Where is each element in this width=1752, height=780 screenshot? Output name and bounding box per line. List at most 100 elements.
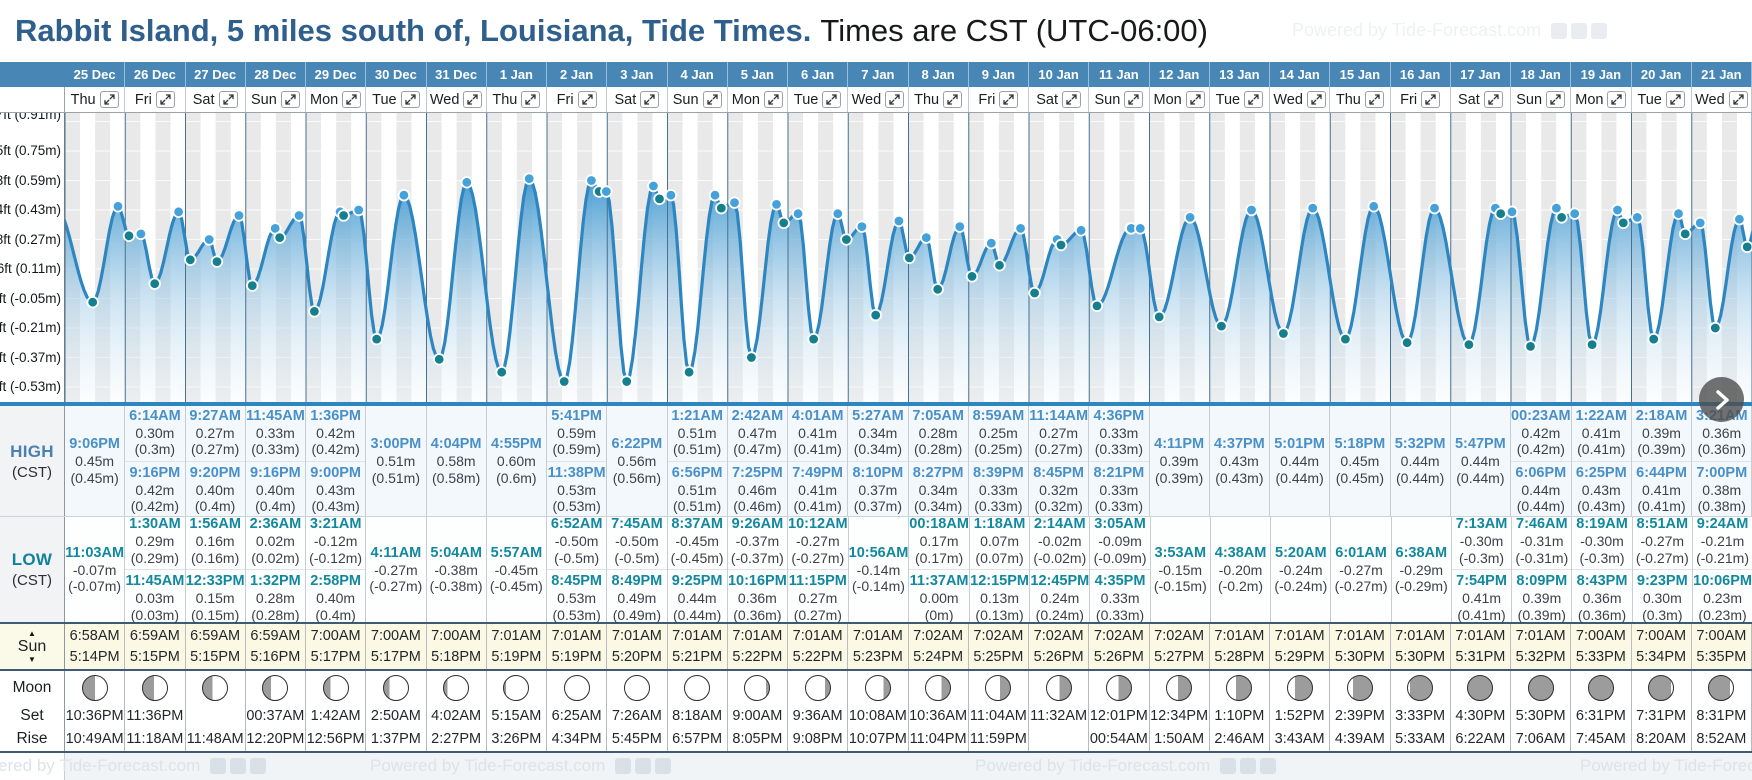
sun-times-cell: 7:01AM 5:22PM <box>727 624 788 669</box>
sunset-time: 5:31PM <box>1455 648 1506 665</box>
date-cell: 2 Jan <box>547 62 608 87</box>
tide-entry: 8:10PM 0.37m (0.37m) <box>848 460 908 518</box>
sun-times-cell: 7:01AM 5:19PM <box>486 624 547 669</box>
moon-cell: 9:36AM 9:08PM <box>788 671 849 751</box>
tide-entry: 8:49PM 0.49m (0.49m) <box>607 569 667 626</box>
expand-day-button[interactable] <box>463 91 483 108</box>
date-cell: 4 Jan <box>668 62 728 87</box>
day-cell: Wed <box>1270 87 1331 112</box>
tide-entry: 8:09PM 0.39m (0.39m) <box>1512 569 1572 626</box>
moon-rise-time: 9:08PM <box>792 731 843 748</box>
expand-icon <box>644 94 655 105</box>
expand-day-button[interactable] <box>1306 91 1326 108</box>
tide-height-alt: (0.44m) <box>673 606 722 623</box>
date-cell: 19 Jan <box>1571 62 1632 87</box>
moon-phase-icon <box>1346 674 1373 701</box>
day-cell: Wed <box>1692 87 1752 112</box>
day-cell: Mon <box>1150 87 1210 112</box>
expand-day-button[interactable] <box>1062 91 1081 108</box>
expand-day-button[interactable] <box>999 91 1019 108</box>
tide-entry: 7:46AM -0.31m (-0.31m) <box>1512 513 1571 569</box>
expand-day-button[interactable] <box>577 91 597 108</box>
tide-time: 9:26AM <box>731 516 784 532</box>
tide-height-alt: (0.32m) <box>1034 498 1083 514</box>
tide-height-m: 0.43m <box>1581 481 1621 498</box>
tide-time: 8:59AM <box>972 407 1025 424</box>
tide-height-alt: (0.15m) <box>191 606 240 623</box>
tide-time: 6:56PM <box>671 464 723 481</box>
moon-rise-time: 7:45AM <box>1575 731 1626 748</box>
tide-height-m: -0.45m <box>675 533 719 549</box>
tide-time: 8:51AM <box>1636 516 1689 532</box>
tide-time: 1:22AM <box>1575 407 1628 424</box>
moon-rise-time: 4:34PM <box>551 731 602 748</box>
expand-day-button[interactable] <box>1364 91 1384 108</box>
expand-day-button[interactable] <box>702 91 722 108</box>
moon-phase-icon <box>864 674 891 701</box>
next-period-button[interactable] <box>1699 377 1744 422</box>
tide-height-m: -0.27m <box>796 533 840 549</box>
day-cell: Tue <box>366 87 427 112</box>
expand-day-button[interactable] <box>1244 91 1264 108</box>
tide-time: 2:14AM <box>1034 516 1086 532</box>
expand-day-button[interactable] <box>1607 91 1627 108</box>
moon-set-time: 5:30PM <box>1515 707 1566 724</box>
tide-height-m: 0.32m <box>1039 481 1079 498</box>
expand-day-button[interactable] <box>99 91 119 108</box>
day-abbrev: Wed <box>1273 91 1303 108</box>
expand-icon <box>1311 94 1322 105</box>
expand-day-button[interactable] <box>1546 91 1566 108</box>
expand-day-button[interactable] <box>218 91 238 108</box>
title-bar: Rabbit Island, 5 miles south of, Louisia… <box>0 0 1752 62</box>
expand-day-button[interactable] <box>885 91 905 108</box>
moon-row: Moon Set Rise 10:36PM 10:49AM 11:36PM 11:18… <box>0 671 1752 753</box>
tide-entry: 8:21PM 0.33m (0.33m) <box>1089 460 1149 518</box>
moon-set-time: 7:31PM <box>1636 707 1687 724</box>
expand-day-button[interactable] <box>1185 91 1205 108</box>
tide-height-m: -0.37m <box>735 533 780 549</box>
day-abbrev: Mon <box>1575 91 1604 108</box>
expand-day-button[interactable] <box>1483 91 1503 108</box>
tide-time: 4:37PM <box>1213 436 1265 452</box>
tide-time: 7:25PM <box>731 464 783 481</box>
tide-time: 5:47PM <box>1454 436 1506 452</box>
tide-time: 6:22PM <box>611 436 663 452</box>
expand-day-button[interactable] <box>1421 91 1441 108</box>
expand-day-button[interactable] <box>155 91 175 108</box>
date-cell: 12 Jan <box>1150 62 1210 87</box>
moon-phase-icon <box>1045 674 1072 701</box>
moon-cell: 9:00AM 8:05PM <box>727 671 788 751</box>
high-tide-cell: 9:06PM 0.45m (0.45m) <box>65 406 126 516</box>
expand-day-button[interactable] <box>763 91 783 108</box>
expand-day-button[interactable] <box>280 91 300 108</box>
expand-day-button[interactable] <box>1728 91 1748 108</box>
tide-time: 7:54PM <box>1456 573 1507 589</box>
sun-times-cell: 6:58AM 5:14PM <box>65 624 126 669</box>
expand-day-button[interactable] <box>342 91 362 108</box>
tide-time: 9:16PM <box>129 464 181 481</box>
expand-day-button[interactable] <box>1665 91 1685 108</box>
date-cell: 30 Dec <box>366 62 427 87</box>
expand-icon <box>103 94 115 105</box>
tide-height-alt: (0.33m) <box>1094 441 1143 457</box>
expand-day-button[interactable] <box>640 91 660 108</box>
tide-entry: 5:41PM 0.59m (0.59m) <box>547 405 606 461</box>
tide-entry: 4:36PM 0.33m (0.33m) <box>1089 405 1148 461</box>
expand-day-button[interactable] <box>400 91 420 108</box>
tide-time: 11:37AM <box>909 573 969 589</box>
expand-day-button[interactable] <box>822 91 842 108</box>
watermark-icon <box>635 758 652 774</box>
day-abbrev: Sun <box>1094 91 1121 108</box>
expand-day-button[interactable] <box>943 91 963 108</box>
moon-rise-time: 11:18AM <box>126 731 184 748</box>
tide-entry: 6:06PM 0.44m (0.44m) <box>1511 460 1571 518</box>
sunrise-time: 7:02AM <box>1093 627 1144 644</box>
date-cell: 14 Jan <box>1270 62 1331 87</box>
sunrise-time: 7:01AM <box>1455 627 1506 644</box>
sunrise-time: 7:00AM <box>1636 627 1687 644</box>
tide-entry: 12:45PM 0.24m (0.24m) <box>1030 569 1090 626</box>
expand-day-button[interactable] <box>521 91 541 108</box>
moon-set-label: Set <box>20 706 44 724</box>
tide-entry: 9:20PM 0.40m (0.4m) <box>185 460 245 518</box>
expand-day-button[interactable] <box>1124 91 1144 108</box>
